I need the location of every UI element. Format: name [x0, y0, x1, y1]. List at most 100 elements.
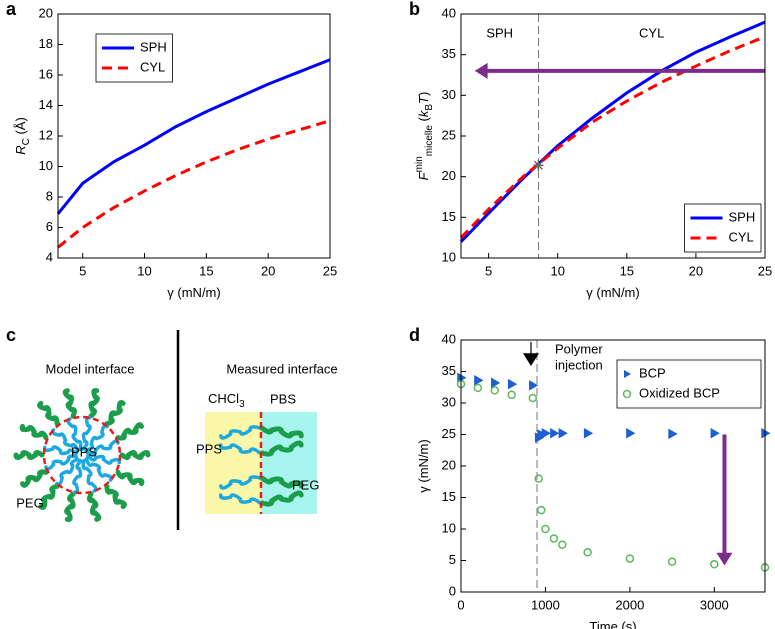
y-tick-label: 10 — [442, 520, 456, 535]
arrow-head — [716, 552, 733, 566]
y-tick-label: 20 — [442, 168, 456, 183]
x-tick-label: 25 — [758, 263, 772, 278]
marker — [583, 427, 594, 439]
marker — [549, 534, 559, 543]
diagram-label: PPS — [71, 444, 97, 459]
marker — [583, 548, 592, 557]
peg-chain — [259, 440, 304, 457]
y-tick-label: 8 — [46, 188, 53, 203]
pps-chain — [81, 415, 92, 451]
phase-label: PBS — [270, 391, 296, 406]
y-tick-label: 14 — [39, 97, 53, 112]
x-tick-label: 25 — [323, 263, 337, 278]
peg-chain — [115, 469, 145, 487]
y-tick-label: 18 — [39, 36, 53, 51]
marker — [541, 524, 550, 534]
legend-label: SPH — [140, 39, 167, 54]
diagram-label: PEG — [16, 495, 43, 510]
label-part: T — [416, 95, 431, 104]
peg-chain — [259, 490, 304, 507]
marker — [507, 390, 516, 400]
peg-chain — [87, 491, 102, 522]
pps-chain — [42, 445, 78, 456]
label-part: R — [13, 145, 28, 154]
panel-label: a — [6, 0, 17, 19]
series-line — [459, 35, 766, 239]
y-tick-label: 10 — [442, 249, 456, 264]
marker — [710, 427, 720, 439]
pps-chain — [44, 454, 79, 471]
pps-chain — [55, 457, 80, 487]
y-tick-label: 15 — [442, 489, 456, 504]
arrow-head — [474, 62, 488, 79]
legend-box — [95, 33, 173, 83]
legend-box — [684, 203, 762, 253]
y-tick-label: 6 — [46, 219, 53, 234]
x-tick-label: 3000 — [700, 597, 729, 612]
pps-chain — [81, 458, 98, 493]
pps-chain — [72, 459, 83, 495]
label-part: ( — [416, 116, 431, 125]
marker — [550, 427, 560, 439]
series-line — [459, 20, 766, 243]
marker — [541, 427, 551, 439]
y-tick-label: 25 — [442, 127, 456, 142]
legend-label: CYL — [140, 59, 165, 74]
y-tick-label: 12 — [39, 127, 53, 142]
legend-box — [616, 359, 762, 409]
x-tick-label: 20 — [261, 263, 275, 278]
marker — [491, 377, 501, 389]
panel-label: c — [6, 325, 16, 345]
y-tick-label: 35 — [442, 363, 456, 378]
label-part: (Å) — [13, 117, 28, 138]
injection-label: injection — [555, 357, 603, 372]
region-label: SPH — [486, 25, 513, 40]
peg-chain — [37, 400, 60, 427]
label-part: CHCl — [208, 391, 239, 406]
x-tick-label: 5 — [485, 263, 492, 278]
region-label: CYL — [639, 25, 664, 40]
pps-chain — [218, 443, 262, 455]
peg-chain — [38, 483, 60, 510]
y-tick-label: 20 — [39, 5, 53, 20]
marker — [507, 378, 518, 390]
x-tick-label: 20 — [689, 263, 703, 278]
y-tick-label: 4 — [46, 249, 53, 264]
y-tick-label: 5 — [449, 552, 456, 567]
peg-chain — [115, 422, 144, 441]
x-axis-label: γ (mN/m) — [167, 285, 220, 300]
diagram-label: PPS — [196, 441, 222, 456]
marker — [558, 540, 567, 549]
marker — [534, 474, 543, 483]
marker — [474, 375, 484, 386]
peg-chain — [119, 450, 151, 460]
y-tick-label: 30 — [442, 394, 456, 409]
marker — [558, 427, 568, 439]
peg-chain — [20, 469, 49, 488]
label-part: γ (mN/m) — [167, 285, 220, 300]
y-tick-label: 35 — [442, 46, 456, 61]
series-line — [57, 119, 331, 249]
transition-marker — [533, 160, 544, 171]
label-part: ) — [416, 92, 431, 96]
label-part: 3 — [239, 399, 245, 410]
x-tick-label: 10 — [550, 263, 564, 278]
pps-chain — [84, 457, 114, 482]
peg-chain — [62, 388, 77, 419]
legend-label: CYL — [729, 229, 754, 244]
marker — [490, 386, 500, 395]
pps-chain — [50, 428, 80, 453]
peg-chain — [259, 475, 304, 489]
label-part: γ (mN/m) — [586, 285, 639, 300]
pps-chain — [219, 475, 262, 490]
panel-label: b — [409, 0, 420, 19]
marker — [668, 428, 678, 440]
injection-arrow-head — [523, 353, 539, 366]
legend-label: Oxidized BCP — [639, 385, 720, 400]
x-tick-label: 10 — [137, 263, 151, 278]
peg-chain — [19, 423, 49, 441]
label-part: γ (mN/m) — [416, 439, 431, 492]
y-tick-label: 40 — [442, 5, 456, 20]
marker — [528, 393, 538, 403]
pps-chain — [84, 423, 109, 453]
